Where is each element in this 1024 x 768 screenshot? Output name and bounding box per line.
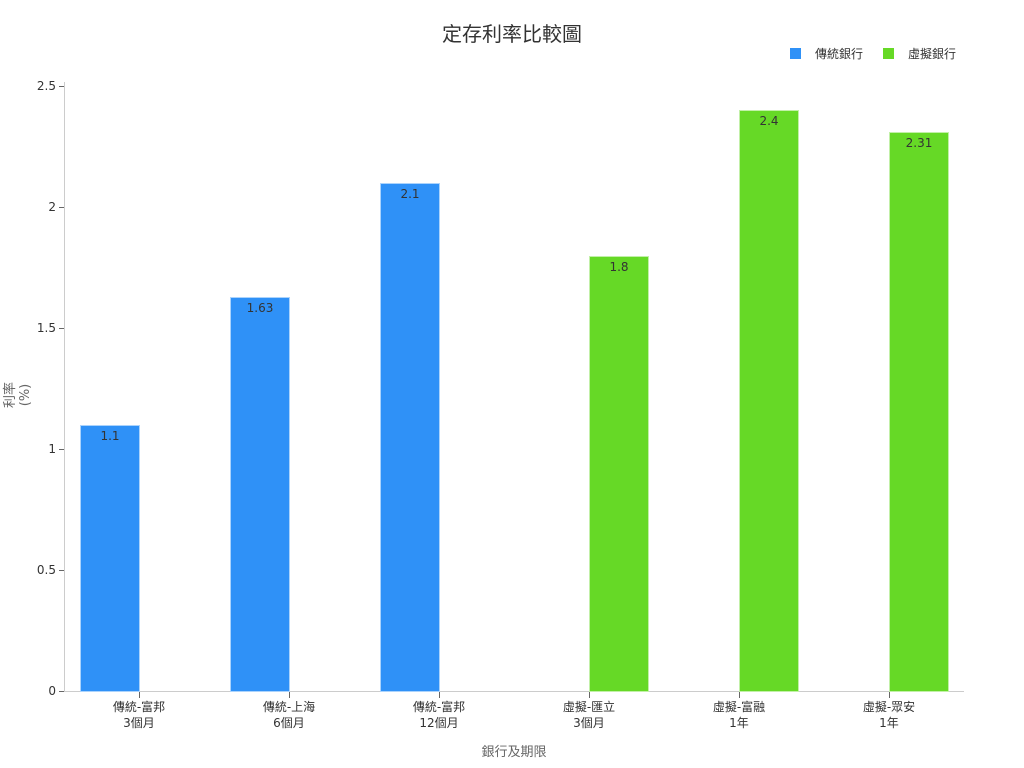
bar-virtual-za-1y[interactable]: 2.31 (889, 132, 949, 692)
y-tick: 1 (0, 442, 64, 463)
x-category-label: 傳統-富邦 12個月 (379, 699, 499, 731)
y-tick: 0.5 (0, 563, 64, 584)
x-category-term: 12個月 (419, 716, 459, 730)
x-category-label: 虛擬-富融 1年 (679, 699, 799, 731)
x-category-term: 3個月 (573, 716, 605, 730)
bar-traditional-shanghai-6m[interactable]: 1.63 (230, 297, 290, 692)
x-tick (889, 692, 890, 698)
x-category-term: 1年 (879, 716, 899, 730)
x-category-term: 6個月 (273, 716, 305, 730)
x-category-label: 虛擬-眾安 1年 (829, 699, 949, 731)
bar-value-label: 2.31 (905, 136, 933, 150)
y-axis-line (64, 82, 65, 692)
legend-label: 傳統銀行 (815, 47, 864, 61)
x-category-label: 虛擬-匯立 3個月 (529, 699, 649, 731)
chart-title: 定存利率比較圖 (442, 22, 582, 46)
legend-label: 虛擬銀行 (908, 47, 957, 61)
y-tick: 1.5 (0, 321, 64, 342)
x-category-label: 傳統-上海 6個月 (229, 699, 349, 731)
x-axis-label: 銀行及期限 (481, 745, 547, 760)
x-tick (589, 692, 590, 698)
x-category-label: 傳統-富邦 3個月 (79, 699, 199, 731)
bar-value-label: 2.4 (759, 114, 779, 128)
y-tick: 2.5 (0, 79, 64, 100)
bar-virtual-fusion-1y[interactable]: 2.4 (739, 110, 799, 692)
y-tick-label: 1.5 (36, 321, 56, 335)
bar-value-label: 2.1 (400, 187, 420, 201)
bar-value-label: 1.1 (100, 429, 120, 443)
bar-virtual-airstar-3m[interactable]: 1.8 (589, 256, 649, 692)
legend-item-virtual[interactable]: 虛擬銀行 (883, 45, 956, 62)
x-tick (739, 692, 740, 698)
y-tick-label: 0.5 (36, 563, 56, 577)
bar-traditional-fubon-3m[interactable]: 1.1 (80, 425, 140, 692)
y-tick-label: 2.5 (36, 79, 56, 93)
x-category-bank: 傳統-富邦 (412, 700, 466, 714)
x-category-term: 1年 (729, 716, 749, 730)
legend: 傳統銀行 虛擬銀行 (790, 45, 976, 62)
bar-value-label: 1.8 (609, 260, 629, 274)
x-axis-line (64, 691, 964, 692)
x-category-term: 3個月 (123, 716, 155, 730)
x-tick (289, 692, 290, 698)
legend-swatch-virtual (883, 48, 895, 59)
y-tick: 0 (0, 684, 64, 705)
x-category-bank: 傳統-上海 (262, 700, 316, 714)
x-category-bank: 虛擬-眾安 (862, 700, 916, 714)
y-axis-label: 利率 (%) (3, 382, 33, 409)
x-tick (439, 692, 440, 698)
y-tick-label: 0 (48, 684, 56, 698)
legend-item-traditional[interactable]: 傳統銀行 (790, 45, 863, 62)
bar-traditional-fubon-12m[interactable]: 2.1 (380, 183, 440, 692)
x-category-bank: 傳統-富邦 (112, 700, 166, 714)
x-tick (139, 692, 140, 698)
y-tick: 2 (0, 200, 64, 221)
x-category-bank: 虛擬-富融 (712, 700, 766, 714)
legend-swatch-traditional (790, 48, 801, 59)
x-category-bank: 虛擬-匯立 (562, 700, 616, 714)
y-tick-label: 1 (48, 442, 56, 456)
y-tick-label: 2 (48, 200, 56, 214)
bar-value-label: 1.63 (246, 301, 274, 315)
